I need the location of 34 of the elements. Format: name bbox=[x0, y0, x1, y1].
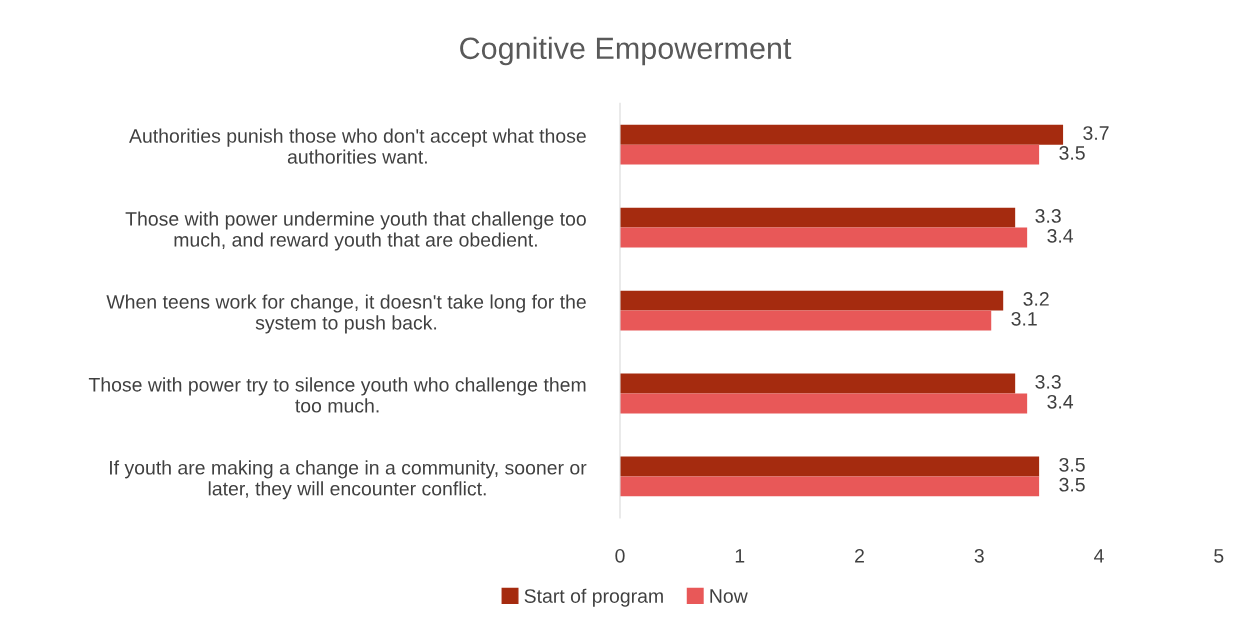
bar bbox=[620, 290, 1004, 311]
bar bbox=[620, 310, 992, 331]
x-tick-label: 0 bbox=[615, 548, 625, 563]
bar bbox=[620, 124, 1064, 145]
data-label: 3.4 bbox=[1047, 394, 1074, 409]
bar bbox=[620, 207, 1016, 228]
data-label: 3.4 bbox=[1047, 229, 1074, 243]
x-tick-label: 3 bbox=[974, 548, 984, 563]
x-tick-label: 4 bbox=[1094, 549, 1104, 563]
bar bbox=[620, 144, 1040, 165]
data-label: 3.1 bbox=[1011, 311, 1037, 326]
y-tick-label: Authorities punish those who don't accept what those authorities want. bbox=[129, 128, 586, 164]
data-label: 3.2 bbox=[1023, 292, 1049, 306]
data-label: 3.3 bbox=[1035, 374, 1061, 389]
data-label: 3.7 bbox=[1083, 126, 1109, 140]
bar bbox=[620, 227, 1028, 248]
x-tick-label: 2 bbox=[855, 548, 864, 563]
bar bbox=[620, 476, 1040, 497]
data-label: 3.3 bbox=[1035, 209, 1061, 223]
legend-label: Now bbox=[710, 589, 748, 603]
bar bbox=[620, 393, 1028, 414]
bar bbox=[620, 456, 1040, 477]
data-label: 3.5 bbox=[1059, 477, 1085, 492]
y-tick-label: If youth are making a change in a community, sooner or later, they will encounter conflict. bbox=[110, 460, 587, 500]
data-label: 3.5 bbox=[1059, 457, 1085, 472]
chart-title: Cognitive Empowerment bbox=[460, 36, 792, 66]
y-tick-label: Those with power try to silence youth who challenge them too much. bbox=[88, 377, 586, 413]
legend-label: Start of program bbox=[524, 588, 663, 607]
x-tick-label: 1 bbox=[735, 549, 745, 563]
y-tick-label: When teens work for change, it doesn't take long for the system to push back. bbox=[106, 294, 586, 334]
bar bbox=[620, 373, 1016, 394]
x-tick-label: 5 bbox=[1214, 549, 1224, 563]
data-label: 3.5 bbox=[1059, 146, 1085, 160]
y-tick-label: Those with power undermine youth that challenge too much, and reward youth that are obedient. bbox=[125, 211, 586, 251]
